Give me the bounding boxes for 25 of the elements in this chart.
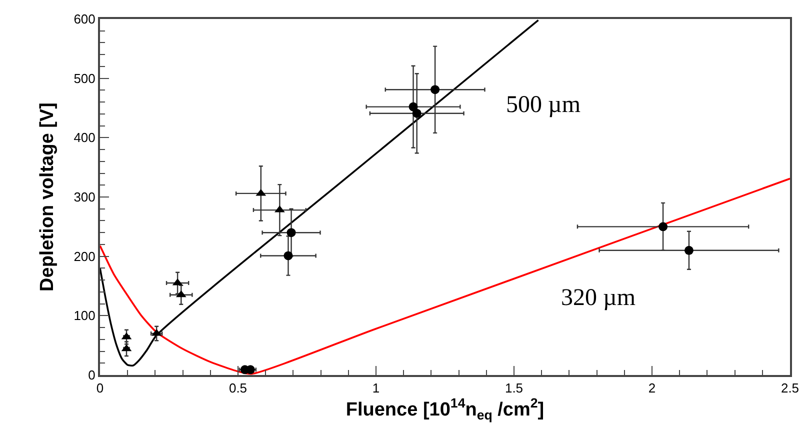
y-tick-label: 0 (88, 368, 96, 383)
point (284, 251, 293, 260)
point (430, 85, 440, 94)
point (684, 246, 694, 255)
y-tick-label: 500 (74, 70, 96, 86)
point (412, 108, 422, 118)
y-tick-label: 100 (74, 308, 96, 324)
y-tick-label: 300 (74, 190, 96, 205)
x-axis-title: Fluence [10$^{14}$n$_{eq}$ /cm$^{2}$] (346, 396, 544, 423)
point (408, 102, 418, 112)
point (658, 222, 668, 232)
annotation: 320 µm (561, 285, 636, 311)
x-tick-label: 2.5 (780, 380, 800, 396)
x-tick-label: 2 (648, 380, 656, 396)
x-tick-label: 0.5 (228, 380, 248, 396)
y-tick-label: 600 (74, 12, 96, 27)
x-tick-label: 1.5 (504, 380, 524, 396)
line-series (100, 19, 540, 366)
annotation: 500 µm (506, 92, 581, 118)
y-axis-title: Depletion voltage [V] (37, 102, 58, 292)
point (286, 228, 296, 238)
x-tick-label: 1 (372, 380, 380, 396)
line-series (100, 178, 790, 375)
y-tick-label: 400 (74, 130, 96, 146)
y-tick-label: 200 (74, 248, 96, 264)
